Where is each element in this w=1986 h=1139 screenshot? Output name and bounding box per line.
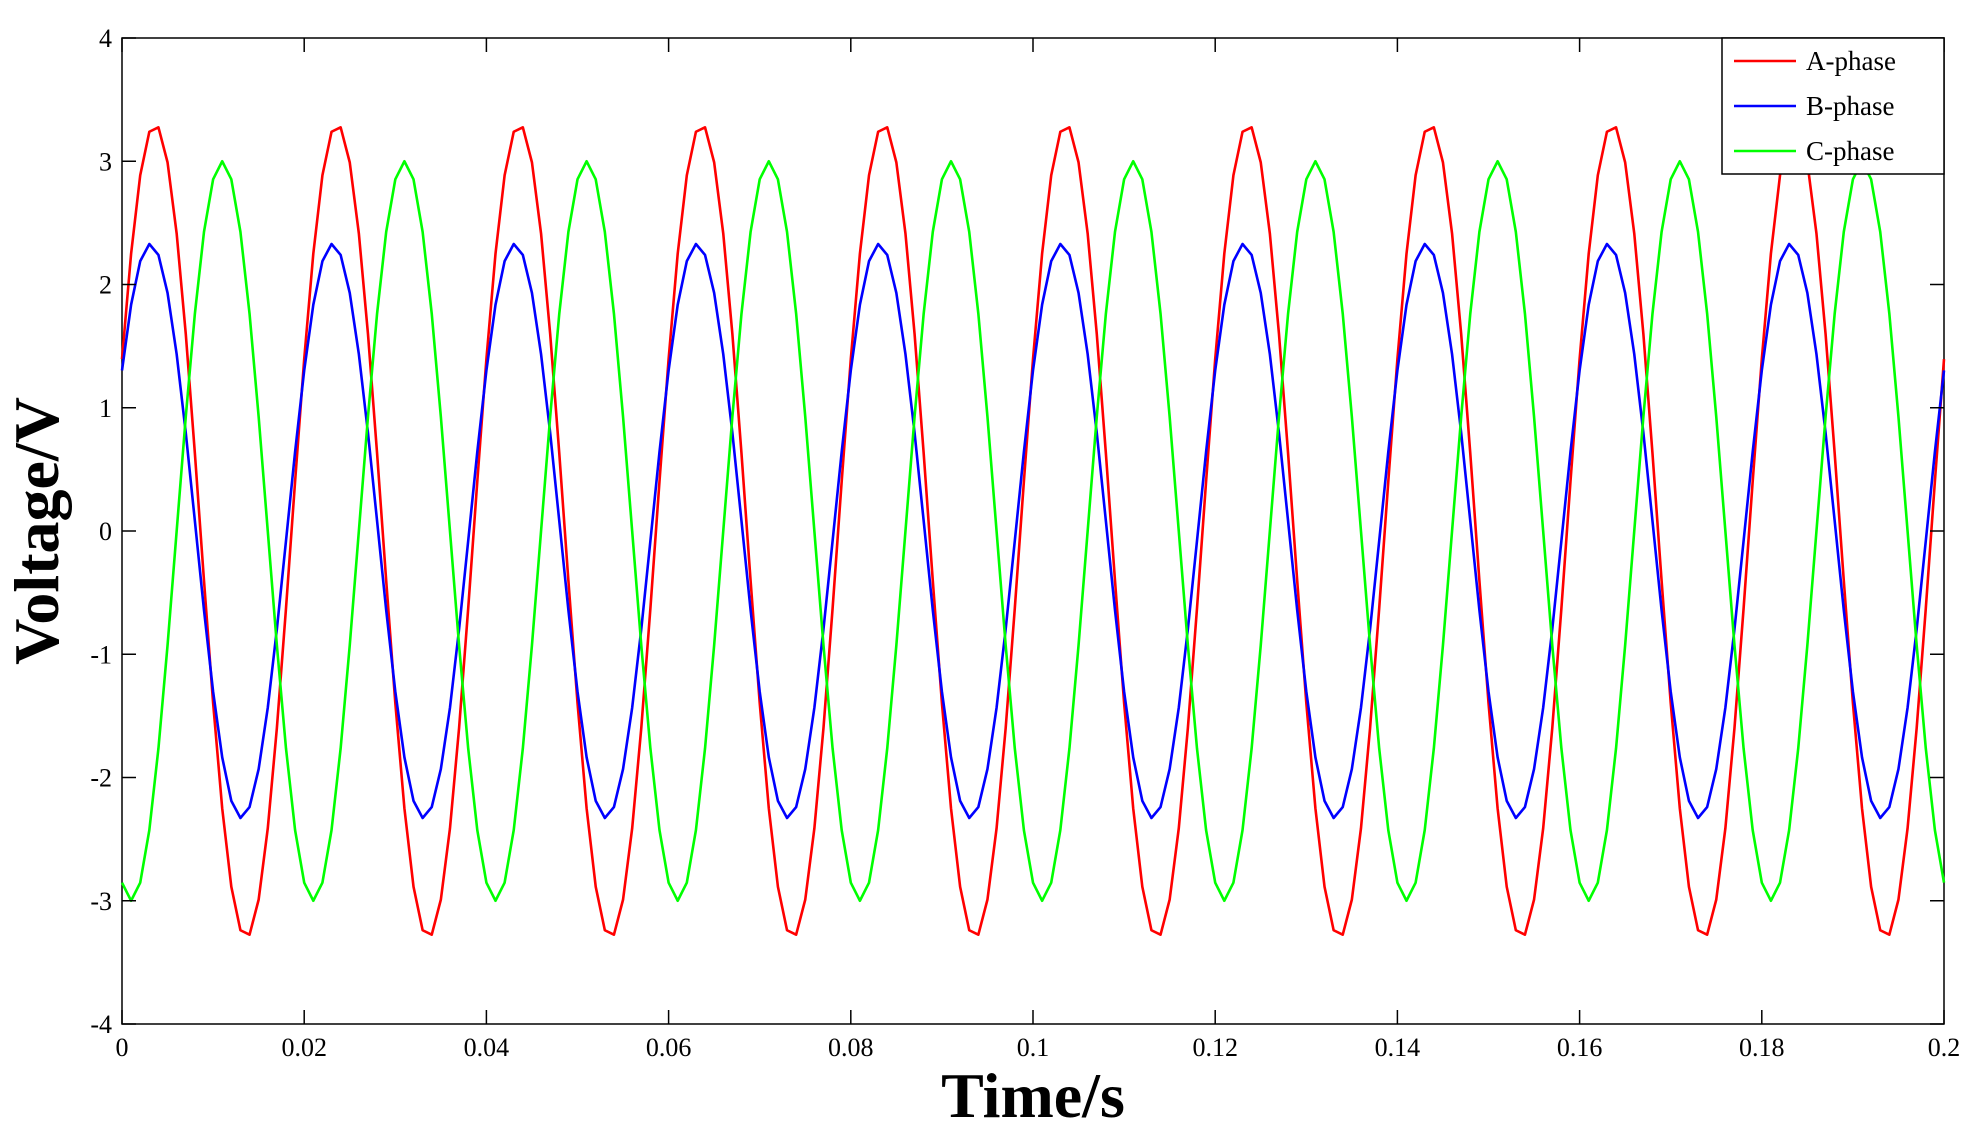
legend-label: C-phase — [1806, 136, 1894, 166]
legend-item-b-phase: B-phase — [1734, 91, 1894, 121]
legend-label: B-phase — [1806, 91, 1894, 121]
x-tick-label: 0 — [116, 1033, 129, 1062]
legend: A-phase B-phase C-phase — [1721, 37, 1945, 175]
series-line-a-phase — [120, 126, 1946, 936]
y-tick-label: -3 — [90, 887, 112, 916]
x-tick-label: 0.04 — [464, 1033, 510, 1062]
y-tick-label: 3 — [99, 147, 112, 176]
x-tick-label: 0.1 — [1017, 1033, 1050, 1062]
y-tick-label: -1 — [90, 640, 112, 669]
series-layer — [120, 126, 1946, 936]
y-tick-label: 1 — [99, 394, 112, 423]
y-tick-label: -4 — [90, 1010, 112, 1039]
legend-items: A-phase B-phase C-phase — [1734, 46, 1896, 166]
legend-label: A-phase — [1806, 46, 1896, 76]
plot-frame — [121, 37, 1945, 1025]
legend-item-c-phase: C-phase — [1734, 136, 1894, 166]
y-tick-label: 2 — [99, 271, 112, 300]
x-tick-label: 0.16 — [1557, 1033, 1603, 1062]
plot-area — [120, 37, 1946, 1025]
y-tick-label: -2 — [90, 764, 112, 793]
x-tick-label: 0.2 — [1928, 1033, 1961, 1062]
series-line-b-phase — [120, 242, 1946, 820]
x-axis-title: Time/s — [941, 1060, 1125, 1131]
x-tick-label: 0.12 — [1192, 1033, 1238, 1062]
ticks-layer — [121, 37, 1945, 1025]
y-axis-title: Voltage/V — [1, 397, 72, 665]
y-tick-label: 4 — [99, 24, 112, 53]
legend-item-a-phase: A-phase — [1734, 46, 1896, 76]
series-line-c-phase — [120, 159, 1946, 903]
x-tick-label: 0.06 — [646, 1033, 692, 1062]
y-tick-label: 0 — [99, 517, 112, 546]
x-tick-label: 0.02 — [281, 1033, 327, 1062]
tick-labels-layer: 0 0.02 0.04 0.06 0.08 0.1 0.12 0.14 0.16 0.18 0.2 -… — [90, 24, 1960, 1062]
x-tick-label: 0.08 — [828, 1033, 874, 1062]
x-tick-label: 0.18 — [1739, 1033, 1785, 1062]
x-tick-label: 0.14 — [1375, 1033, 1421, 1062]
